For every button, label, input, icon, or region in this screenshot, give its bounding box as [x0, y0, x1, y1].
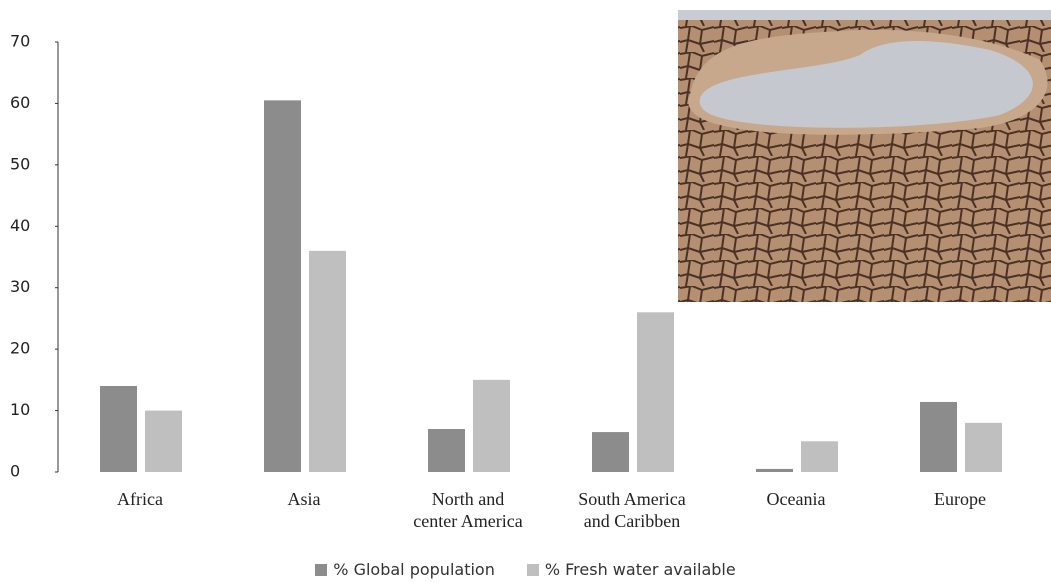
- y-tick-label: 60: [10, 93, 30, 112]
- legend-label: % Global population: [333, 560, 495, 579]
- bar: [428, 429, 465, 472]
- bar: [264, 100, 301, 472]
- x-tick-label: Africa: [117, 489, 163, 509]
- y-tick-label: 70: [10, 32, 30, 51]
- x-tick-label: North and center America: [413, 489, 523, 531]
- y-tick-label: 50: [10, 154, 30, 173]
- y-tick-label: 0: [10, 462, 20, 481]
- photo: [678, 10, 1051, 302]
- bar: [965, 422, 1002, 472]
- y-tick-label: 30: [10, 277, 30, 296]
- bar: [473, 379, 510, 472]
- legend-swatch: [315, 564, 328, 576]
- bar: [145, 410, 182, 472]
- legend: % Global population % Fresh water availab…: [0, 560, 1051, 579]
- bar: [756, 468, 793, 472]
- legend-entry: % Fresh water available: [526, 560, 736, 579]
- bar: [100, 386, 137, 472]
- bar: [801, 441, 838, 472]
- bar: [920, 401, 957, 472]
- bar: [309, 250, 346, 472]
- x-tick-label: Oceania: [766, 489, 826, 509]
- y-tick-label: 20: [10, 339, 30, 358]
- y-tick-label: 10: [10, 400, 30, 419]
- legend-label: % Fresh water available: [544, 560, 736, 579]
- bar: [637, 312, 674, 472]
- x-tick-label: Asia: [287, 489, 321, 509]
- legend-swatch: [526, 564, 539, 576]
- bar: [592, 432, 629, 472]
- legend-entry: % Global population: [315, 560, 495, 579]
- y-tick-label: 40: [10, 216, 30, 235]
- x-tick-label: South America and Caribben: [578, 489, 686, 531]
- x-tick-label: Europe: [934, 489, 986, 509]
